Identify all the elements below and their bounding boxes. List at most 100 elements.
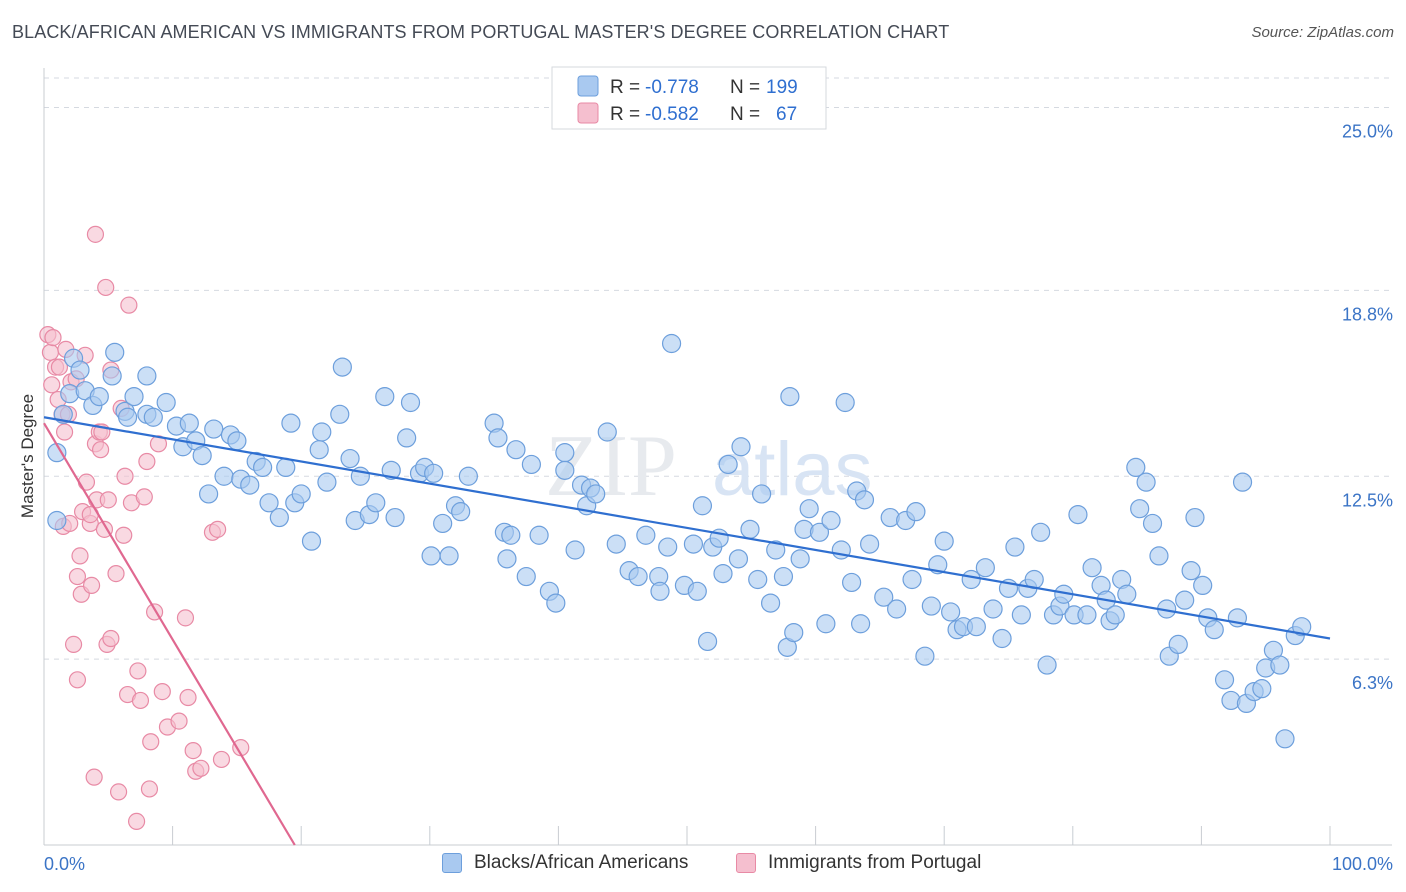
black-data-point xyxy=(809,522,830,542)
black-data-point xyxy=(291,484,311,504)
black-data-point xyxy=(1077,605,1097,625)
black-data-point xyxy=(941,602,961,622)
portugal-data-point xyxy=(64,635,83,654)
watermark: ZIP atlas xyxy=(545,418,873,515)
black-data-point xyxy=(385,507,405,528)
black-data-point xyxy=(816,614,836,634)
portugal-data-point xyxy=(50,358,69,376)
y-axis-title: Master's Degree xyxy=(18,394,37,518)
portugal-data-point xyxy=(153,682,171,701)
black-data-point xyxy=(555,443,575,463)
portugal-data-point xyxy=(131,691,150,710)
portugal-data-point xyxy=(212,750,231,769)
portugal-trend-line xyxy=(43,422,296,846)
bottom-legend-swatch-blue xyxy=(442,853,462,873)
black-data-point xyxy=(309,440,329,460)
black-data-point xyxy=(921,596,941,616)
black-data-point xyxy=(835,392,855,413)
black-data-point xyxy=(934,531,954,551)
bottom-legend-label: Immigrants from Portugal xyxy=(768,852,982,873)
portugal-data-point xyxy=(97,278,115,297)
bottom-legend-swatch-pink xyxy=(736,853,756,873)
black-data-point xyxy=(253,457,273,477)
portugal-data-point xyxy=(149,435,168,453)
black-data-point xyxy=(269,507,289,528)
portugal-data-point xyxy=(91,441,110,459)
black-data-point xyxy=(1181,561,1201,581)
portugal-data-point xyxy=(115,526,133,544)
portugal-data-point xyxy=(107,564,125,583)
black-data-point xyxy=(381,460,401,480)
black-data-point xyxy=(204,419,224,439)
portugal-data-point xyxy=(129,662,147,680)
black-data-point xyxy=(606,534,626,554)
black-data-point xyxy=(312,422,332,442)
black-data-point xyxy=(731,437,751,457)
black-data-point xyxy=(529,525,549,545)
black-data-point xyxy=(124,387,144,407)
black-data-point xyxy=(1031,522,1051,542)
black-data-point xyxy=(915,646,935,666)
black-data-point xyxy=(1232,472,1253,492)
black-data-point xyxy=(276,457,296,477)
black-data-point xyxy=(332,357,352,377)
portugal-data-point xyxy=(99,491,117,509)
black-data-point xyxy=(975,558,995,578)
black-data-point xyxy=(340,448,360,469)
black-data-point xyxy=(821,510,841,531)
black-data-point xyxy=(156,392,176,413)
black-data-point xyxy=(89,387,109,407)
black-data-point xyxy=(47,510,67,531)
black-data-point xyxy=(281,413,301,433)
black-data-point xyxy=(718,454,738,475)
black-data-point xyxy=(214,466,234,486)
black-data-point xyxy=(1082,558,1102,578)
black-data-point xyxy=(102,366,122,386)
legend-r-label: R = xyxy=(610,77,640,98)
black-data-point xyxy=(902,569,922,590)
legend-n-value: 67 xyxy=(776,104,797,125)
black-trend-line xyxy=(43,416,1331,640)
black-data-point xyxy=(784,622,804,643)
black-data-point xyxy=(661,333,682,354)
portugal-data-point xyxy=(140,780,159,798)
black-data-point xyxy=(424,463,444,483)
portugal-data-point xyxy=(68,671,87,689)
black-data-point xyxy=(983,599,1003,619)
black-data-point xyxy=(117,407,138,427)
portugal-data-point xyxy=(120,296,138,314)
portugal-data-point xyxy=(184,741,202,760)
portugal-data-point xyxy=(127,812,146,831)
axes xyxy=(43,68,1392,846)
black-data-point xyxy=(330,404,350,424)
portugal-data-point xyxy=(41,343,60,361)
black-data-point xyxy=(1037,655,1057,675)
black-data-point xyxy=(1214,670,1235,690)
black-data-point xyxy=(860,534,880,554)
black-data-point xyxy=(1252,679,1272,699)
portugal-data-point xyxy=(135,488,153,506)
black-data-point xyxy=(1292,617,1312,637)
portugal-data-point xyxy=(85,768,103,786)
black-data-point xyxy=(842,572,862,593)
axis-labels: 6.3% 12.5% 18.8% 25.0% 0.0% 100.0% xyxy=(44,122,1393,875)
black-data-point xyxy=(1136,472,1156,492)
black-data-point xyxy=(227,431,247,451)
y-tick-label: 18.8% xyxy=(1342,304,1393,324)
black-data-point xyxy=(874,587,894,607)
black-data-point xyxy=(650,581,670,601)
black-data-point xyxy=(1149,546,1169,566)
portugal-data-point xyxy=(82,576,101,595)
black-data-point xyxy=(687,581,707,601)
legend-r-value: -0.582 xyxy=(645,104,699,125)
portugal-data-point xyxy=(138,452,156,471)
black-data-point xyxy=(713,563,733,584)
bottom-legend: Blacks/African Americans Immigrants from… xyxy=(0,852,1406,878)
black-data-point xyxy=(488,428,508,448)
bottom-legend-label: Blacks/African Americans xyxy=(474,852,689,873)
bottom-legend-item-black: Blacks/African Americans xyxy=(442,852,688,874)
black-data-point xyxy=(301,531,322,551)
black-data-point xyxy=(1117,584,1137,604)
black-data-point xyxy=(773,566,794,587)
